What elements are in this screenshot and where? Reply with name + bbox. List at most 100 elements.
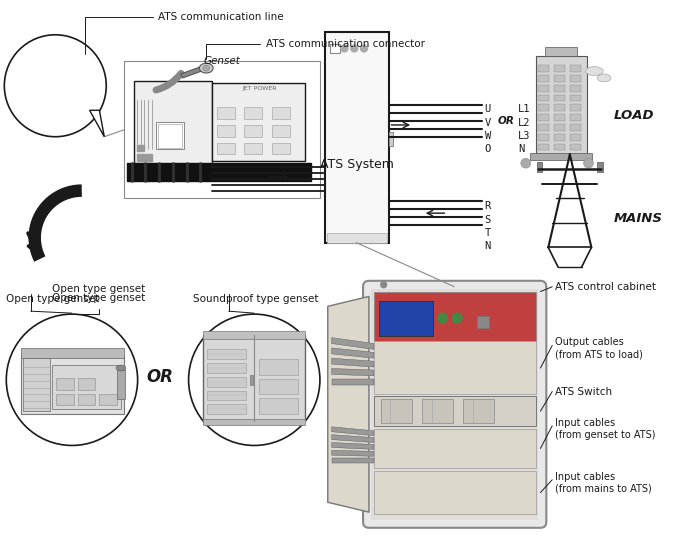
Bar — [56, 378, 74, 390]
Text: OR: OR — [147, 368, 173, 386]
Bar — [554, 124, 565, 131]
FancyBboxPatch shape — [363, 281, 546, 528]
Polygon shape — [332, 358, 374, 367]
Bar — [244, 125, 262, 137]
Circle shape — [381, 282, 386, 288]
Bar — [207, 377, 246, 386]
Bar — [374, 292, 536, 340]
Bar — [539, 105, 549, 111]
Bar — [374, 471, 536, 514]
Bar — [554, 75, 565, 82]
Bar — [554, 65, 565, 72]
Bar — [124, 61, 320, 198]
Text: R
S
T
N: R S T N — [485, 202, 491, 251]
Text: Output cables
(from ATS to load): Output cables (from ATS to load) — [555, 337, 643, 360]
Bar — [330, 43, 339, 54]
Bar — [21, 356, 124, 414]
Bar — [56, 393, 74, 405]
Bar — [117, 370, 125, 399]
Bar — [570, 134, 581, 140]
Bar — [539, 114, 549, 121]
Text: Open type genset: Open type genset — [52, 283, 146, 294]
Ellipse shape — [199, 63, 213, 73]
Text: Genset: Genset — [203, 56, 240, 66]
Bar — [217, 107, 235, 119]
Text: JET POWER: JET POWER — [242, 86, 276, 91]
Text: U
V
W
O: U V W O — [485, 105, 491, 154]
Text: L1
L2
L3
N: L1 L2 L3 N — [518, 105, 530, 154]
Text: OR: OR — [498, 116, 515, 126]
Text: Input cables
(from genset to ATS): Input cables (from genset to ATS) — [555, 417, 656, 440]
Text: Open type genset: Open type genset — [6, 294, 99, 304]
Polygon shape — [90, 110, 104, 137]
Bar — [156, 122, 184, 150]
Bar — [554, 85, 565, 92]
Bar — [570, 124, 581, 131]
Bar — [422, 399, 453, 423]
Bar — [530, 153, 592, 160]
Bar — [374, 340, 536, 395]
Bar — [545, 47, 577, 56]
Bar — [371, 289, 539, 520]
Bar — [554, 95, 565, 101]
Bar — [570, 85, 581, 92]
Polygon shape — [332, 458, 374, 463]
Bar — [217, 125, 235, 137]
Polygon shape — [332, 442, 374, 449]
Bar — [570, 65, 581, 72]
Bar — [244, 143, 262, 154]
Bar — [374, 396, 536, 426]
Bar — [597, 162, 603, 172]
Bar — [244, 107, 262, 119]
Bar — [539, 75, 549, 82]
Bar — [137, 145, 143, 151]
Circle shape — [583, 158, 594, 168]
Circle shape — [521, 158, 530, 168]
Bar — [554, 144, 565, 151]
Bar — [207, 391, 246, 401]
Text: Input cables
(from mains to ATS): Input cables (from mains to ATS) — [555, 472, 652, 494]
Bar — [536, 56, 587, 154]
Circle shape — [6, 314, 137, 446]
Bar — [48, 117, 53, 122]
Polygon shape — [332, 450, 374, 456]
Ellipse shape — [116, 365, 126, 371]
Bar — [158, 124, 182, 147]
Ellipse shape — [597, 74, 611, 82]
Bar — [570, 114, 581, 121]
Bar — [554, 134, 565, 140]
Polygon shape — [332, 427, 374, 436]
Bar — [203, 419, 305, 425]
Bar — [570, 95, 581, 101]
Bar — [539, 65, 549, 72]
Bar — [259, 398, 299, 414]
Text: Soundproof type genset: Soundproof type genset — [192, 294, 318, 304]
Bar — [327, 233, 386, 243]
Text: ATS System: ATS System — [320, 158, 394, 171]
Bar — [207, 363, 246, 373]
Bar — [44, 53, 57, 78]
Bar — [78, 378, 95, 390]
Bar — [259, 359, 299, 375]
Bar — [78, 393, 95, 405]
Circle shape — [351, 45, 358, 52]
Bar — [250, 375, 253, 385]
Bar — [259, 379, 299, 395]
Text: ATS communication connector: ATS communication connector — [206, 38, 425, 60]
Bar — [539, 95, 549, 101]
Bar — [207, 404, 246, 414]
Circle shape — [188, 314, 320, 446]
Ellipse shape — [585, 67, 603, 75]
Polygon shape — [332, 348, 374, 358]
Bar — [203, 331, 305, 339]
Bar — [272, 125, 290, 137]
Bar — [134, 81, 212, 164]
Circle shape — [437, 313, 447, 323]
Bar — [537, 162, 543, 172]
Circle shape — [4, 35, 106, 137]
Text: ATS communication line: ATS communication line — [85, 12, 284, 54]
Bar — [539, 144, 549, 151]
Bar — [272, 143, 290, 154]
Bar — [137, 154, 143, 161]
Text: ATS control cabinet: ATS control cabinet — [555, 282, 656, 292]
